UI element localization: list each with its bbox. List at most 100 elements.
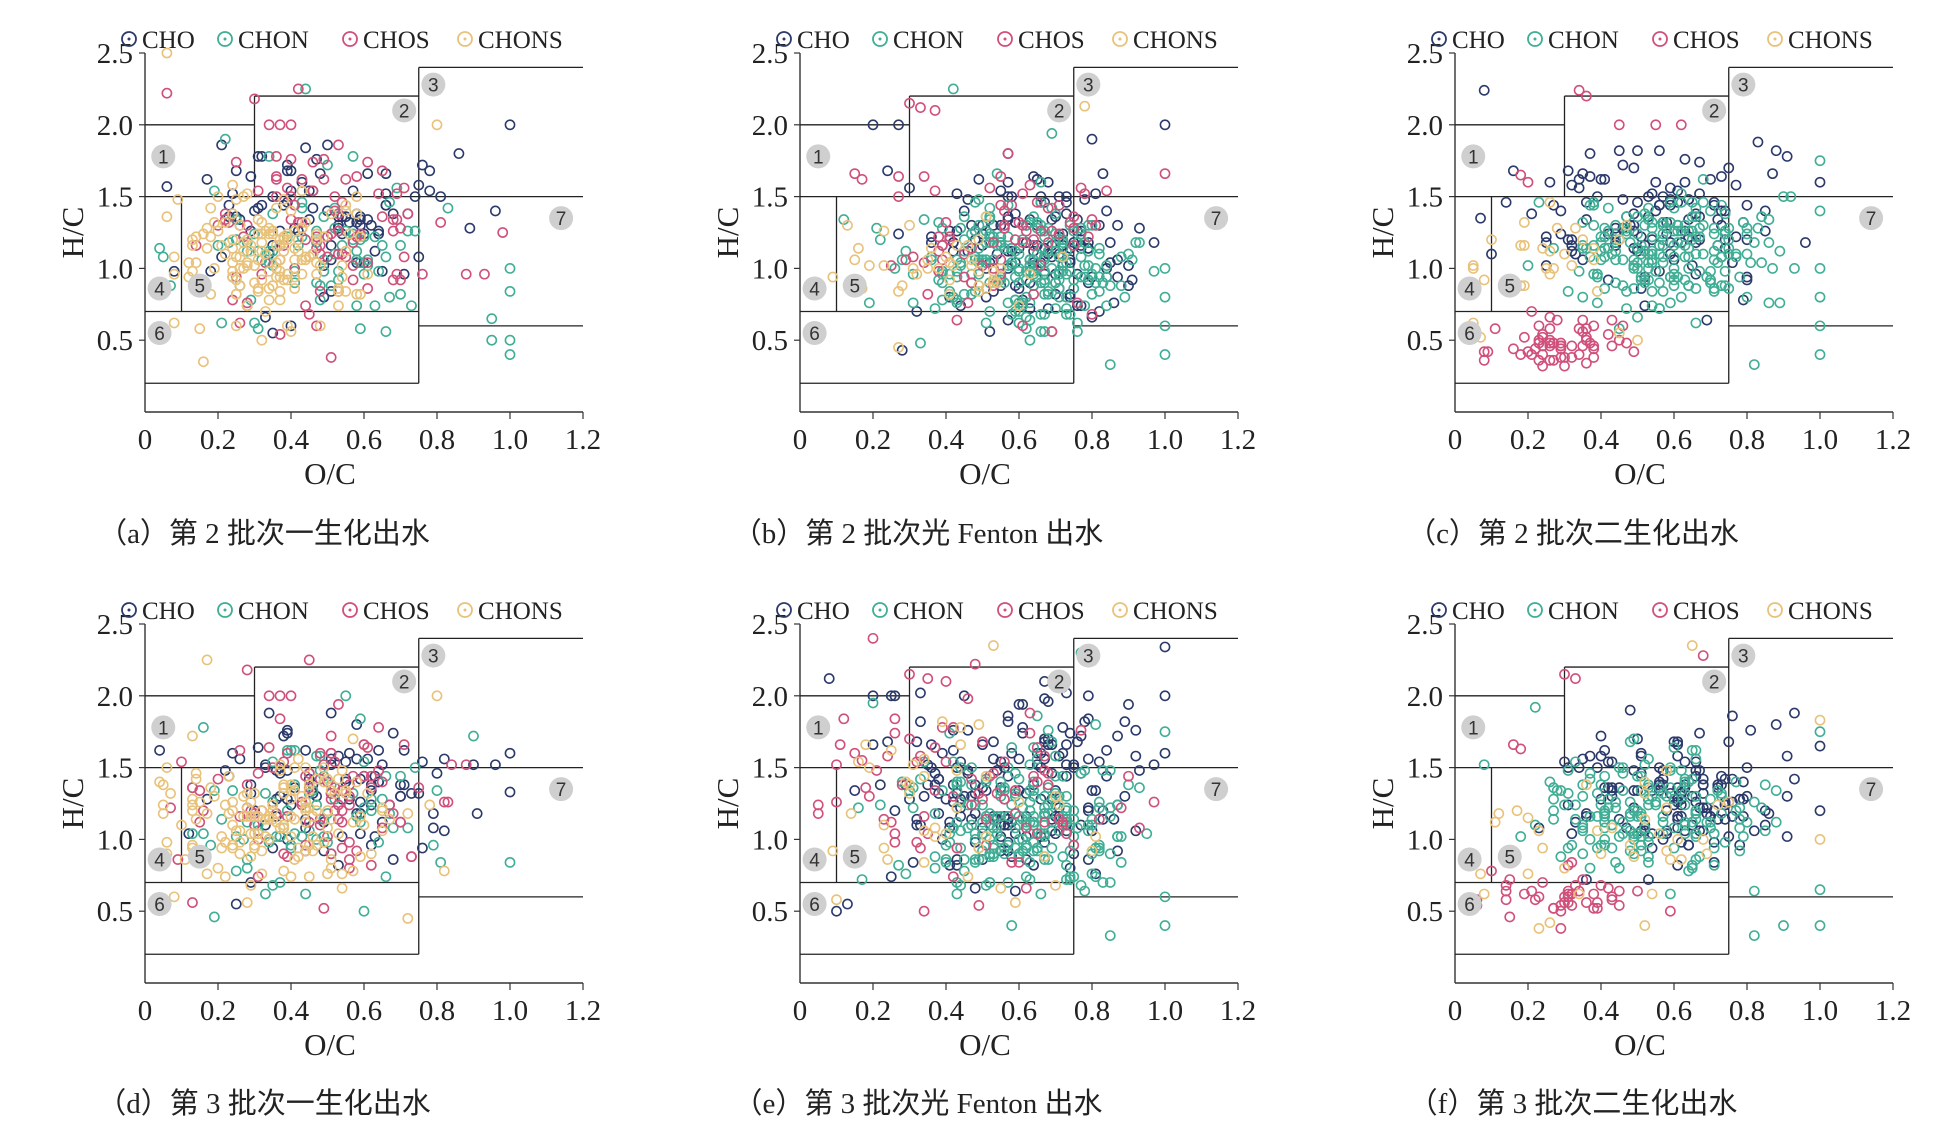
data-point-cho bbox=[1159, 690, 1171, 702]
data-point-chons bbox=[1467, 262, 1479, 274]
data-point-chon bbox=[1635, 839, 1647, 851]
data-point-chos bbox=[969, 658, 981, 670]
data-point-chon bbox=[984, 228, 996, 240]
data-point-chons bbox=[878, 819, 890, 831]
data-point-cho bbox=[1093, 306, 1105, 317]
data-point-chos bbox=[1064, 217, 1076, 228]
data-point-chon bbox=[1134, 782, 1145, 794]
data-point-chos bbox=[885, 260, 897, 271]
data-point-cho bbox=[1664, 194, 1676, 205]
data-point-chon bbox=[1683, 225, 1694, 237]
data-point-chons bbox=[1581, 779, 1592, 791]
data-point-cho bbox=[1752, 136, 1764, 148]
data-point-chon bbox=[1013, 773, 1025, 785]
data-point-chons bbox=[1522, 868, 1534, 880]
data-point-chon bbox=[1090, 277, 1102, 289]
data-point-chon bbox=[969, 225, 981, 237]
data-point-cho bbox=[1148, 237, 1160, 248]
data-point-cho bbox=[1741, 274, 1753, 286]
x-tick-label: 0.4 bbox=[273, 424, 310, 456]
data-point-chon bbox=[896, 254, 908, 266]
data-point-chos bbox=[1537, 360, 1548, 372]
data-point-chon bbox=[1708, 859, 1720, 871]
data-point-chons bbox=[918, 825, 930, 837]
data-point-cho bbox=[1002, 314, 1014, 326]
data-point-chon bbox=[1723, 283, 1735, 294]
data-point-cho bbox=[369, 770, 381, 782]
data-point-chon bbox=[973, 268, 985, 280]
data-point-chos bbox=[1035, 260, 1047, 271]
data-point-cho bbox=[1006, 245, 1018, 257]
data-point-chon bbox=[1635, 770, 1647, 782]
data-point-chos bbox=[1570, 879, 1581, 891]
data-point-chos bbox=[1068, 240, 1080, 251]
data-point-chon bbox=[980, 237, 992, 248]
region-badge-4 bbox=[147, 276, 172, 301]
x-tick-label: 0.4 bbox=[928, 995, 965, 1027]
data-point-chon bbox=[1748, 359, 1760, 371]
data-point-chon bbox=[1599, 834, 1611, 845]
data-point-chos bbox=[1606, 894, 1618, 906]
data-point-chon bbox=[1006, 257, 1018, 269]
data-point-chos bbox=[1101, 185, 1112, 197]
data-point-chon bbox=[354, 323, 366, 335]
data-point-cho bbox=[489, 205, 501, 217]
data-point-chon bbox=[1697, 248, 1709, 260]
data-point-cho bbox=[168, 265, 180, 277]
data-point-cho bbox=[1694, 188, 1705, 200]
data-point-chons bbox=[831, 894, 842, 906]
data-point-chos bbox=[1544, 311, 1556, 323]
data-point-chos bbox=[1675, 119, 1687, 131]
data-point-cho bbox=[1082, 802, 1094, 814]
data-point-cho bbox=[376, 265, 388, 277]
data-point-chons bbox=[944, 288, 956, 300]
data-point-cho bbox=[260, 819, 271, 831]
region-badge-4 bbox=[147, 847, 172, 872]
data-point-chon bbox=[1639, 274, 1651, 286]
region-badge-6 bbox=[1457, 321, 1482, 346]
data-point-chon bbox=[1814, 291, 1826, 303]
data-point-chon bbox=[1624, 736, 1636, 748]
data-point-chon bbox=[1654, 303, 1665, 315]
data-point-chons bbox=[1478, 274, 1490, 286]
data-point-chons bbox=[318, 762, 330, 773]
data-point-chon bbox=[1159, 262, 1171, 274]
data-point-chos bbox=[977, 793, 988, 805]
data-point-chon bbox=[980, 317, 992, 329]
data-point-cho bbox=[1478, 84, 1490, 96]
region-badge-7 bbox=[1204, 206, 1229, 231]
data-point-chons bbox=[318, 776, 330, 788]
y-tick-label: 2.0 bbox=[97, 681, 133, 713]
data-point-chos bbox=[988, 262, 999, 274]
data-point-chos bbox=[929, 785, 941, 796]
series-chos bbox=[1478, 84, 1687, 372]
data-point-chons bbox=[1079, 100, 1091, 112]
region-badge-1 bbox=[806, 144, 831, 169]
data-point-cho bbox=[387, 727, 399, 739]
data-point-chos bbox=[336, 842, 348, 854]
data-point-cho bbox=[1672, 793, 1684, 805]
data-point-chons bbox=[1628, 851, 1640, 863]
data-point-cho bbox=[977, 219, 988, 231]
data-point-chons bbox=[1661, 845, 1673, 857]
data-point-chons bbox=[311, 805, 322, 817]
data-point-chon bbox=[1624, 796, 1636, 808]
data-point-chon bbox=[1031, 753, 1043, 765]
data-point-chon bbox=[340, 690, 352, 702]
data-point-cho bbox=[1730, 231, 1742, 243]
data-point-cho bbox=[1159, 747, 1171, 759]
data-point-chos bbox=[849, 168, 861, 180]
data-point-cho bbox=[260, 311, 271, 323]
data-point-chon bbox=[1628, 283, 1640, 294]
data-point-chons bbox=[289, 762, 301, 773]
data-point-chos bbox=[325, 788, 337, 799]
data-point-chon bbox=[1591, 788, 1603, 799]
data-point-cho bbox=[1646, 234, 1658, 246]
data-point-chon bbox=[1686, 225, 1698, 237]
data-point-cho bbox=[504, 786, 516, 798]
x-tick-label: 1.0 bbox=[1147, 424, 1183, 456]
data-point-cho bbox=[1632, 196, 1643, 208]
data-point-cho bbox=[281, 724, 293, 736]
data-point-chon bbox=[1668, 280, 1680, 292]
data-point-chon bbox=[988, 848, 999, 860]
